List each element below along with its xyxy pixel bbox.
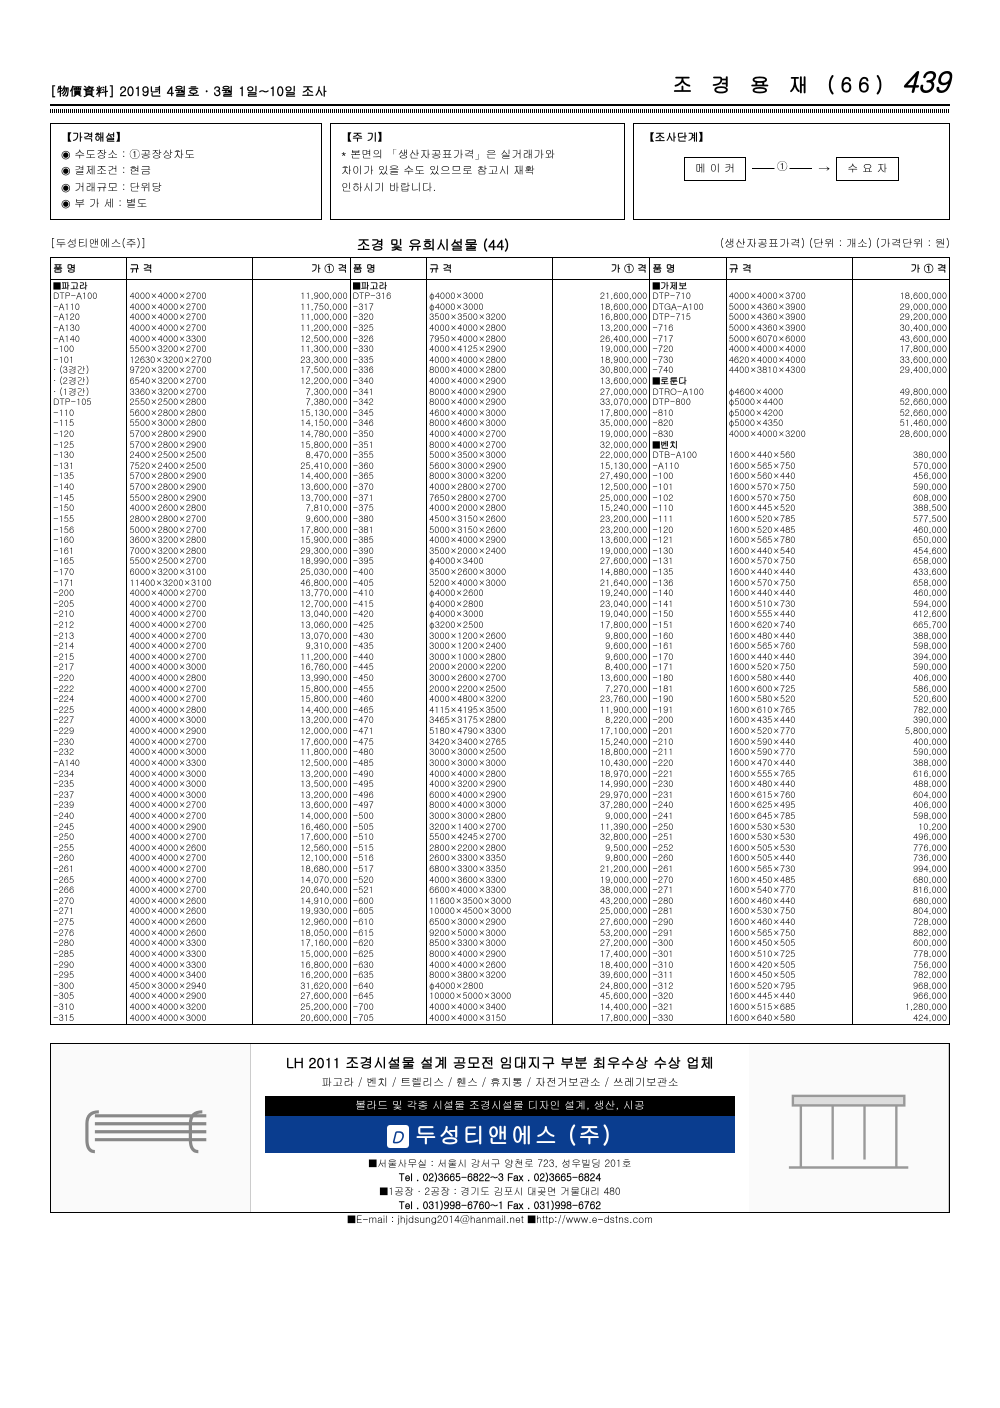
info-row: 【가격해설】 ◉ 수도장소 : ①공장상차도◉ 결제조건 : 현금◉ 거래규모 … (50, 123, 950, 220)
stage-connector (752, 168, 812, 169)
pergola-icon (769, 1072, 928, 1183)
price-explain-box: 【가격해설】 ◉ 수도장소 : ①공장상차도◉ 결제조건 : 현금◉ 거래규모 … (50, 123, 322, 220)
ad-company: D두성티앤에스 (주) (265, 1116, 735, 1153)
stage-maker: 메 이 커 (684, 157, 746, 182)
col-header: 규 격 (127, 257, 253, 279)
col-header: 품 명 (350, 257, 426, 279)
ad-headline: LH 2011 조경시설물 설계 공모전 임대지구 부분 최우수상 수상 업체 (265, 1052, 735, 1073)
page-header: [物價資料] 2019년 4월호 · 3월 1일~10일 조사 조 경 용 재 … (50, 60, 950, 106)
subheader-row: [두성티앤에스(주)] 조경 및 유희시설물 (44) (생산자공표가격) (단… (50, 234, 950, 254)
table-title: 조경 및 유희시설물 (44) (146, 234, 720, 254)
ad-body: LH 2011 조경시설물 설계 공모전 임대지구 부분 최우수상 수상 업체 … (251, 1044, 749, 1212)
arrow-icon: → (818, 160, 830, 178)
col-header: 가 ① 격 (253, 257, 350, 279)
bench-icon (71, 1080, 230, 1176)
ad-image-right (749, 1044, 949, 1212)
col-header: 가 ① 격 (553, 257, 650, 279)
company-name: [두성티앤에스(주)] (50, 236, 146, 251)
advertisement: LH 2011 조경시설물 설계 공모전 임대지구 부분 최우수상 수상 업체 … (50, 1043, 950, 1213)
ad-subtitle: 파고라 / 벤치 / 트렐리스 / 휀스 / 휴지통 / 자전거보관소 / 쓰레… (265, 1075, 735, 1092)
ad-blackbar: 볼라드 및 각종 시설물 조경시설물 디자인 설계, 생산, 시공 (265, 1096, 735, 1117)
price-table: 품 명규 격가 ① 격품 명규 격가 ① 격품 명규 격가 ① 격 ■파고라DT… (50, 257, 950, 1026)
col-header: 가 ① 격 (852, 257, 949, 279)
header-left: [物價資料] 2019년 4월호 · 3월 1일~10일 조사 (50, 81, 327, 100)
col-header: 품 명 (51, 257, 127, 279)
survey-stage-box: 【조사단계】 메 이 커 → 수 요 자 (633, 123, 950, 220)
stage-diagram: 메 이 커 → 수 요 자 (644, 157, 939, 182)
ad-image-left (51, 1044, 251, 1212)
stage-consumer: 수 요 자 (836, 157, 898, 182)
page-number: 439 (902, 60, 950, 100)
header-rule (50, 109, 950, 113)
note-box: 【주 기】 * 본면의 「생산자공표가격」은 실거래가와 차이가 있을 수도 있… (330, 123, 625, 220)
ad-address: ■서울사무실 : 서울시 강서구 양천로 723, 성우빌딩 201호 Tel … (265, 1156, 735, 1226)
col-header: 규 격 (726, 257, 852, 279)
unit-note: (생산자공표가격) (단위 : 개소) (가격단위 : 원) (720, 236, 950, 251)
header-right: 조 경 용 재 (66) 439 (672, 60, 950, 100)
col-header: 규 격 (427, 257, 553, 279)
col-header: 품 명 (650, 257, 726, 279)
